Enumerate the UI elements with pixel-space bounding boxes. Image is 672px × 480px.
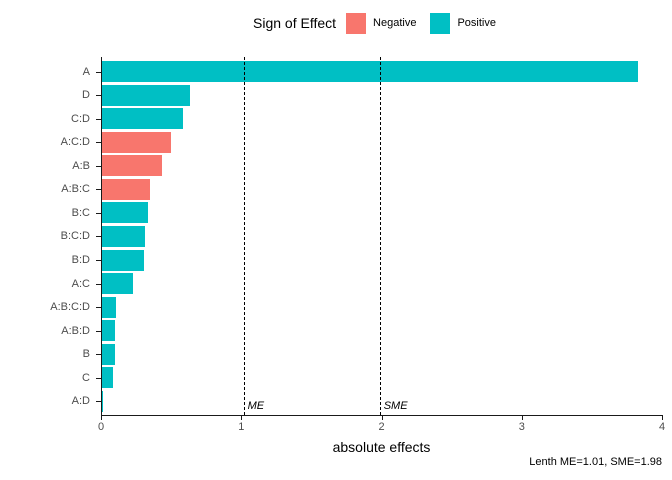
x-tick-label: 3	[518, 421, 525, 433]
bar-acd	[102, 131, 171, 153]
y-axis-label: A:D	[71, 395, 90, 408]
bar-abd	[102, 320, 115, 342]
legend-entry-negative: Negative	[346, 12, 417, 34]
y-axis-label: C:D	[71, 112, 90, 125]
x-tick-mark	[521, 416, 523, 420]
legend-label: Negative	[373, 17, 417, 29]
legend-title: Sign of Effect	[253, 15, 337, 31]
legend-swatch-positive	[430, 12, 451, 34]
bar-ab	[102, 155, 163, 177]
legend-swatch-negative	[346, 12, 367, 34]
x-tick-mark	[241, 416, 243, 420]
y-axis-label: A:B:C	[61, 183, 90, 196]
x-tick-mark	[381, 416, 383, 420]
reference-line-sme	[379, 57, 381, 415]
y-tick-mark	[96, 142, 101, 144]
y-axis-label: B	[82, 348, 90, 361]
y-tick-mark	[96, 95, 101, 97]
bar-bc	[102, 202, 149, 224]
y-tick-mark	[96, 236, 101, 238]
y-axis-label: D	[82, 89, 90, 102]
x-tick-mark	[662, 416, 663, 420]
bar-bd	[102, 249, 145, 271]
y-axis-label: A:B	[72, 159, 90, 172]
reference-line-label-me: ME	[247, 400, 265, 412]
legend: Sign of Effect Negative Positive	[101, 10, 662, 36]
y-tick-mark	[96, 283, 101, 285]
y-tick-mark	[96, 330, 101, 332]
y-tick-mark	[96, 377, 101, 379]
y-axis-label: A:C:D	[60, 136, 90, 149]
y-tick-mark	[96, 401, 101, 403]
reference-line-me	[243, 57, 245, 415]
y-axis-label: A:B:D	[61, 324, 90, 337]
bar-ad	[102, 390, 104, 412]
y-axis-label: A:B:C:D	[50, 301, 90, 314]
bar-abc	[102, 178, 150, 200]
y-tick-mark	[96, 212, 101, 214]
y-tick-mark	[96, 260, 101, 262]
bar-ac	[102, 273, 133, 295]
reference-line-label-sme: SME	[383, 400, 408, 412]
bar-abcd	[102, 296, 117, 318]
y-tick-mark	[96, 71, 101, 73]
y-axis-label: A	[82, 65, 90, 78]
x-tick-mark	[101, 416, 102, 420]
y-tick-mark	[96, 354, 101, 356]
x-tick-label: 0	[97, 421, 105, 433]
legend-entry-positive: Positive	[430, 12, 496, 34]
legend-label: Positive	[457, 17, 496, 29]
x-tick-label: 2	[378, 421, 385, 433]
lenth-caption: Lenth ME=1.01, SME=1.98	[529, 456, 662, 468]
y-tick-mark	[96, 165, 101, 167]
y-axis-label: B:D	[71, 254, 90, 267]
bar-a	[102, 61, 638, 82]
x-tick-label: 4	[658, 421, 666, 433]
x-tick-label: 1	[238, 421, 245, 433]
plot-panel: ME SME	[101, 57, 663, 416]
x-axis-title: absolute effects	[332, 439, 431, 455]
bar-d	[102, 84, 191, 106]
y-tick-mark	[96, 189, 101, 191]
y-axis-label: C	[82, 371, 90, 384]
bar-c	[102, 367, 114, 389]
y-axis-label: B:C	[71, 206, 90, 219]
bar-cd	[102, 108, 184, 130]
bar-bcd	[102, 225, 146, 247]
y-tick-mark	[96, 307, 101, 309]
bar-b	[102, 343, 115, 365]
y-axis-label: B:C:D	[60, 230, 90, 243]
y-tick-mark	[96, 118, 101, 120]
y-axis-label: A:C	[71, 277, 90, 290]
